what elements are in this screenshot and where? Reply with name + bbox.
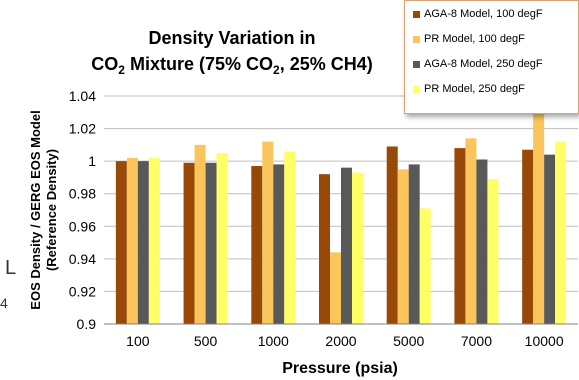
legend-swatch (413, 60, 420, 68)
bar (522, 149, 534, 324)
bar (533, 112, 545, 325)
y-axis-title-line2: (Reference Density) (44, 149, 59, 271)
bar (408, 164, 420, 324)
legend-label: AGA-8 Model, 100 degF (424, 8, 543, 20)
legend-swatch (413, 85, 420, 93)
bar (487, 179, 499, 324)
bar (194, 144, 206, 324)
x-tick-label: 10000 (525, 333, 564, 349)
x-tick-labels: 100 500 1000 2000 5000 7000 10000 (126, 333, 564, 349)
y-tick-label: 0.92 (69, 283, 96, 299)
left-edge-char: 4 (0, 295, 8, 311)
bar (386, 146, 398, 324)
left-edge-mark: L (5, 257, 17, 279)
bar (419, 208, 431, 324)
bar (544, 154, 556, 324)
bar (205, 162, 217, 324)
bar (262, 141, 274, 324)
bar (284, 151, 296, 324)
bars (115, 112, 567, 325)
legend-swatch (413, 35, 420, 43)
y-tick-label: 0.94 (69, 251, 96, 267)
y-tick-label: 0.98 (69, 186, 96, 202)
bar (319, 174, 330, 324)
bar (126, 157, 138, 324)
x-axis-title: Pressure (psia) (282, 360, 398, 377)
y-tick-label: 0.9 (77, 316, 97, 332)
bar (216, 153, 228, 324)
bar (251, 166, 263, 324)
bar (273, 164, 285, 324)
legend-swatch (413, 10, 420, 18)
legend-entry: AGA-8 Model, 100 degF (413, 7, 543, 21)
bar (555, 141, 567, 324)
y-tick-labels: 0.9 0.92 0.94 0.96 0.98 1 1.02 1.04 (69, 88, 96, 332)
bar (341, 167, 352, 324)
y-tick-label: 1.04 (69, 88, 96, 104)
legend-entry: AGA-8 Model, 250 degF (413, 57, 543, 71)
bar (397, 169, 409, 324)
bar (137, 161, 149, 324)
legend-entry: PR Model, 250 degF (413, 82, 525, 96)
bar (352, 172, 363, 324)
y-tick-label: 1.02 (69, 121, 96, 137)
legend-label: PR Model, 250 degF (424, 83, 525, 95)
bar (454, 148, 466, 324)
bar (465, 138, 477, 324)
bar (476, 159, 488, 324)
x-tick-label: 7000 (461, 333, 492, 349)
legend-label: AGA-8 Model, 250 degF (424, 58, 543, 70)
legend-entry: PR Model, 100 degF (413, 32, 525, 46)
x-tick-label: 5000 (393, 333, 424, 349)
y-tick-label: 0.96 (69, 218, 96, 234)
bar (330, 252, 341, 324)
chart-title-line2: CO2 Mixture (75% CO2, 25% CH4) (91, 54, 372, 77)
legend: AGA-8 Model, 100 degF PR Model, 100 degF A… (404, 0, 579, 114)
x-tick-label: 1000 (258, 333, 289, 349)
legend-label: PR Model, 100 degF (424, 33, 525, 45)
x-tick-label: 2000 (325, 333, 356, 349)
x-tick-label: 100 (126, 333, 150, 349)
x-tick-label: 500 (194, 333, 218, 349)
chart-title-line1: Density Variation in (148, 28, 315, 48)
y-axis-title-line1: EOS Density / GERG EOS Model (28, 110, 43, 309)
bar (115, 161, 127, 324)
y-tick-label: 1 (88, 153, 96, 169)
bar (148, 157, 160, 324)
bar (183, 162, 195, 324)
